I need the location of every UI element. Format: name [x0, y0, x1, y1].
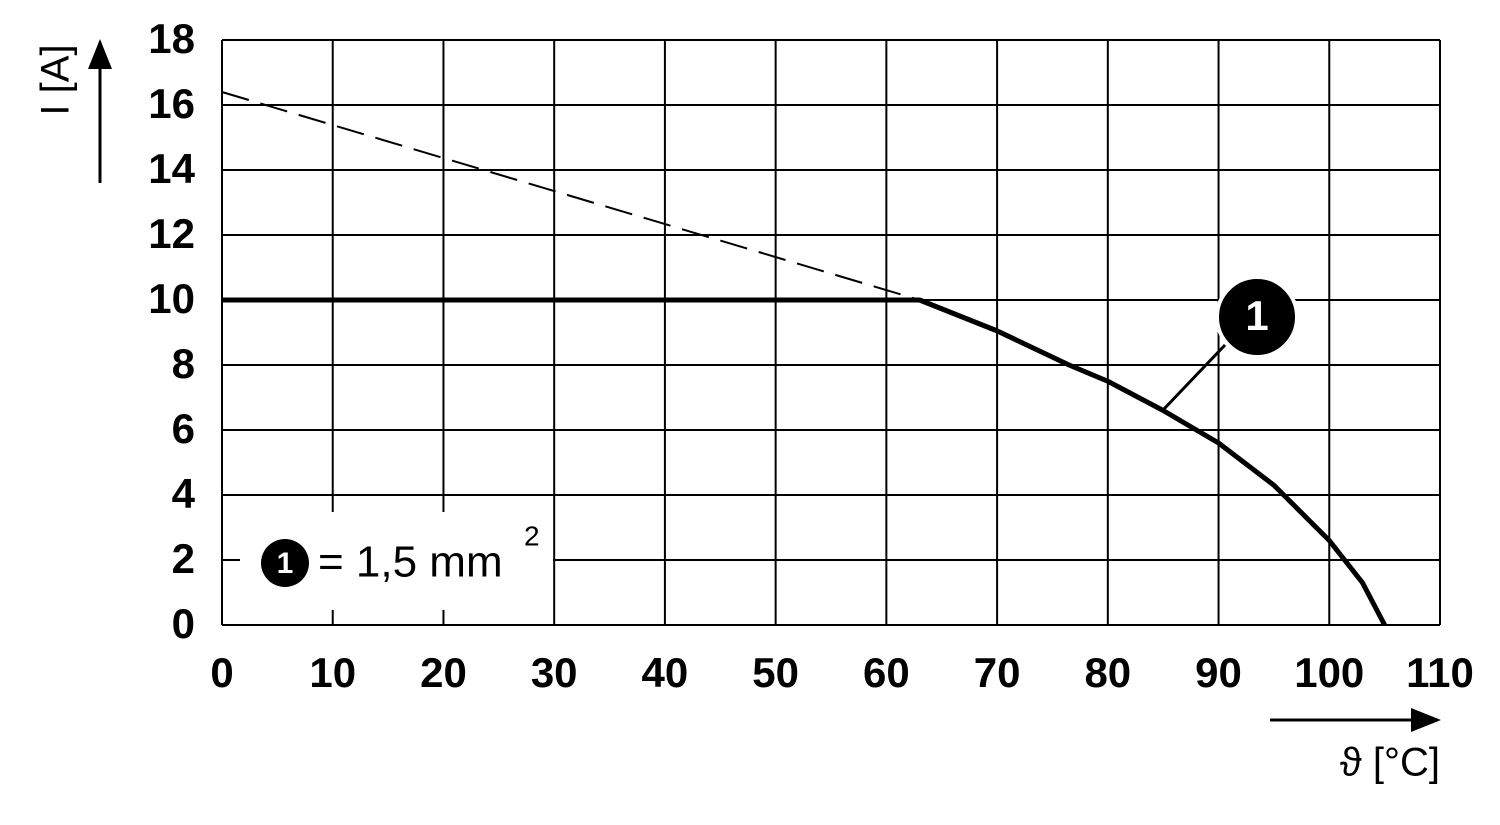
- y-tick-label: 6: [172, 405, 195, 452]
- y-tick-label: 10: [148, 275, 195, 322]
- legend-marker: 1: [277, 547, 294, 580]
- y-tick-label: 4: [172, 470, 196, 517]
- legend-text: = 1,5 mm: [318, 538, 503, 587]
- x-tick-label: 110: [1406, 649, 1474, 696]
- x-axis-label: ϑ [°C]: [1340, 741, 1440, 785]
- x-tick-label: 60: [863, 649, 910, 696]
- x-tick-label: 70: [974, 649, 1021, 696]
- x-tick-label: 0: [210, 649, 233, 696]
- x-tick-label: 100: [1294, 649, 1364, 696]
- x-tick-label: 90: [1195, 649, 1242, 696]
- annotation: 1: [1245, 292, 1268, 339]
- legend-marker-circle: [261, 539, 309, 587]
- x-tick-label: 20: [420, 649, 467, 696]
- y-axis-label: I [A]: [34, 44, 78, 115]
- y-tick-label: 0: [172, 600, 195, 647]
- y-tick-label: 14: [148, 145, 195, 192]
- callout-line: [1161, 343, 1227, 412]
- y-tick-label: 8: [172, 340, 195, 387]
- x-tick-label: 40: [642, 649, 689, 696]
- series-line: [221, 91, 920, 301]
- callout-circle: [1215, 275, 1299, 359]
- x-tick-label: 50: [752, 649, 799, 696]
- y-tick-label: 12: [148, 210, 195, 257]
- legend-superscript: 2: [524, 520, 540, 551]
- y-tick-label: 18: [148, 15, 195, 62]
- y-tick-label: 16: [148, 80, 195, 127]
- x-tick-label: 80: [1084, 649, 1131, 696]
- y-tick-label: 2: [172, 535, 195, 582]
- series-line: [222, 297, 1387, 627]
- x-tick-label: 10: [309, 649, 356, 696]
- x-tick-label: 30: [531, 649, 578, 696]
